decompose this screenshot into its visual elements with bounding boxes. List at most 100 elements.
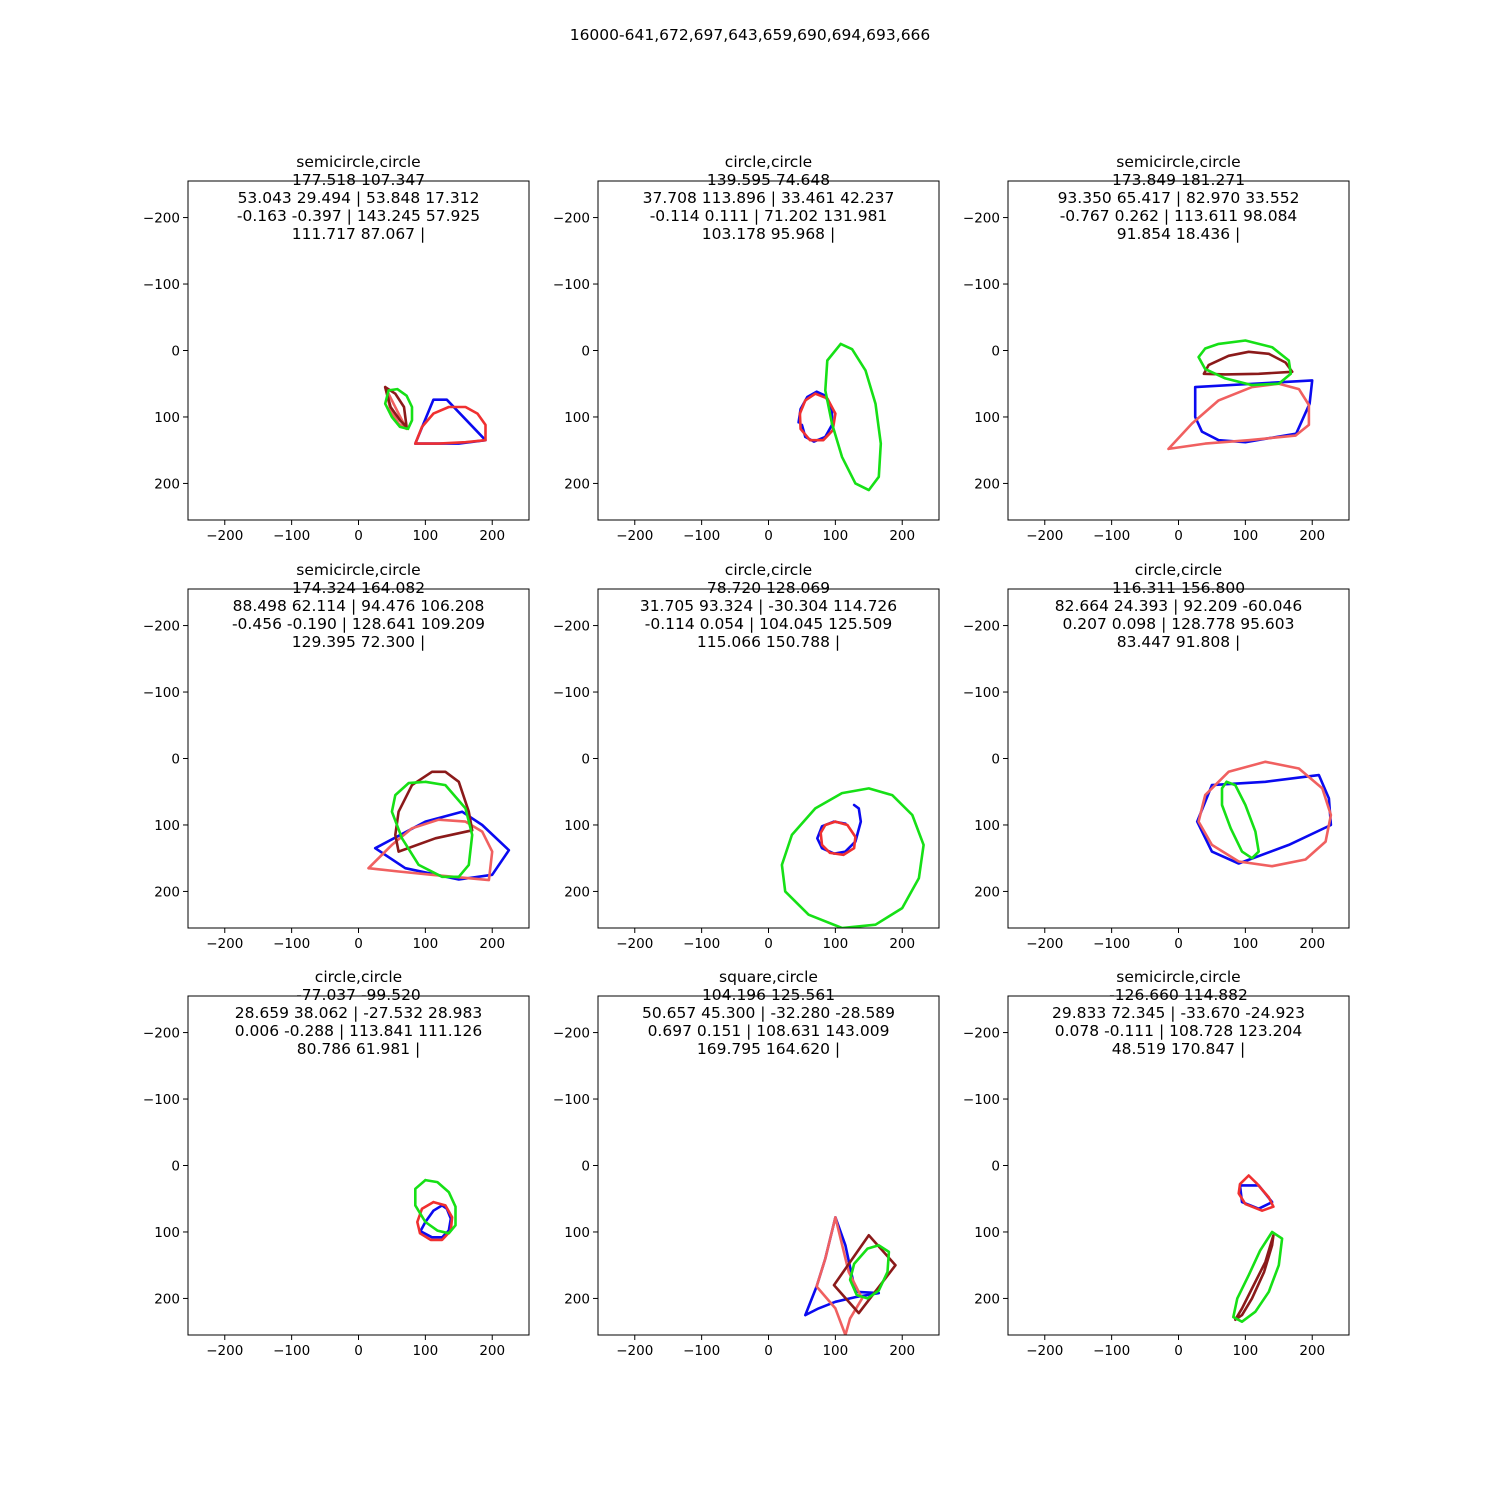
y-tick-label: 0 <box>581 752 590 768</box>
subplot-title-line: 83.447 91.808 | <box>1117 633 1241 651</box>
y-tick-label: 200 <box>154 476 180 492</box>
y-tick-label: 100 <box>974 1225 1000 1241</box>
x-tick-label: 100 <box>412 1343 438 1359</box>
subplot-title-line: semicircle,circle <box>296 153 420 171</box>
x-tick-label: 200 <box>1299 528 1325 544</box>
series-group <box>797 342 883 492</box>
y-tick-label: 200 <box>564 884 590 900</box>
x-tick-label: −100 <box>1093 1343 1130 1359</box>
subplot-title-line: 0.207 0.098 | 128.778 95.603 <box>1062 615 1294 633</box>
subplot-title-line: -126.660 114.882 <box>1109 986 1248 1004</box>
series-line-blue <box>1193 379 1314 444</box>
x-tick-label: 200 <box>479 528 505 544</box>
subplot-title-line: 173.849 181.271 <box>1112 171 1245 189</box>
series-line-green <box>1232 1230 1284 1323</box>
y-tick-label: 0 <box>171 752 180 768</box>
y-tick-label: −200 <box>143 619 180 635</box>
subplot-title-line: 48.519 170.847 | <box>1112 1040 1245 1058</box>
x-tick-label: 0 <box>354 1343 363 1359</box>
y-tick-label: 0 <box>171 344 180 360</box>
subplot-title-line: 28.659 38.062 | -27.532 28.983 <box>235 1004 482 1022</box>
y-tick-label: −200 <box>553 619 590 635</box>
y-tick-label: −200 <box>963 1026 1000 1042</box>
x-tick-label: 200 <box>479 936 505 952</box>
series-line-dark_red <box>1202 350 1294 376</box>
series-line-red_light <box>1167 382 1311 451</box>
y-tick-label: 100 <box>564 1225 590 1241</box>
x-tick-label: −200 <box>1026 936 1063 952</box>
series-line-red <box>798 392 837 442</box>
y-tick-label: 100 <box>974 410 1000 426</box>
subplot-title-line: 93.350 65.417 | 82.970 33.552 <box>1058 189 1300 207</box>
series-group <box>383 385 487 445</box>
series-line-green <box>780 787 925 928</box>
subplot-title-line: circle,circle <box>315 968 402 986</box>
x-tick-label: 0 <box>764 936 773 952</box>
subplot-title-line: 177.518 107.347 <box>292 171 425 189</box>
subplot-title-line: 0.006 -0.288 | 113.841 111.126 <box>235 1022 482 1040</box>
series-group <box>1167 339 1314 451</box>
subplot-title-line: 0.697 0.151 | 108.631 143.009 <box>648 1022 890 1040</box>
subplot-2: −200 −100 0 100 200 −200 −100 0 100 200 circle,cir… <box>553 153 940 544</box>
x-tick-label: 100 <box>412 528 438 544</box>
subplot-title-line: -0.767 0.262 | 113.611 98.084 <box>1060 207 1298 225</box>
x-tick-label: −200 <box>616 528 653 544</box>
y-tick-label: 100 <box>564 410 590 426</box>
x-tick-label: 200 <box>889 1343 915 1359</box>
subplot-title-line: circle,circle <box>725 153 812 171</box>
series-line-dark_red <box>383 385 408 429</box>
y-tick-label: 100 <box>154 1225 180 1241</box>
subplot-title-line: -0.456 -0.190 | 128.641 109.209 <box>232 615 485 633</box>
subplot-title-line: semicircle,circle <box>296 561 420 579</box>
x-tick-label: −100 <box>1093 936 1130 952</box>
y-tick-label: −100 <box>553 1092 590 1108</box>
y-tick-label: 0 <box>581 344 590 360</box>
x-tick-label: −200 <box>1026 528 1063 544</box>
y-tick-label: −200 <box>963 619 1000 635</box>
subplot-1: −200 −100 0 100 200 −200 −100 0 100 200 semicircle… <box>143 153 530 544</box>
x-tick-label: −200 <box>206 528 243 544</box>
y-tick-label: 200 <box>154 1291 180 1307</box>
series-line-green <box>413 1178 457 1235</box>
y-tick-label: 200 <box>154 884 180 900</box>
x-tick-label: −200 <box>1026 1343 1063 1359</box>
y-tick-label: 100 <box>154 818 180 834</box>
x-tick-label: −100 <box>273 528 310 544</box>
x-tick-label: −100 <box>273 1343 310 1359</box>
x-tick-label: −200 <box>616 936 653 952</box>
y-tick-label: −200 <box>553 1026 590 1042</box>
subplot-title-line: 139.595 74.648 <box>707 171 830 189</box>
y-tick-label: −200 <box>143 1026 180 1042</box>
series-line-red <box>415 1200 454 1242</box>
subplot-title-line: 129.395 72.300 | <box>292 633 425 651</box>
y-tick-label: 200 <box>974 1291 1000 1307</box>
subplot-title-line: 111.717 87.067 | <box>292 225 425 243</box>
x-tick-label: −200 <box>206 936 243 952</box>
y-tick-label: 100 <box>154 410 180 426</box>
series-line-red_light <box>367 818 494 882</box>
series-line-dark_red <box>832 1234 897 1315</box>
x-tick-label: 0 <box>764 1343 773 1359</box>
subplot-title-line: semicircle,circle <box>1116 153 1240 171</box>
series-line-red <box>413 405 487 445</box>
subplot-title-line: 80.786 61.981 | <box>297 1040 421 1058</box>
y-tick-label: 0 <box>991 752 1000 768</box>
series-group <box>1195 760 1333 868</box>
y-tick-label: −200 <box>553 211 590 227</box>
subplot-title-line: 31.705 93.324 | -30.304 114.726 <box>640 597 897 615</box>
x-tick-label: 0 <box>1174 936 1183 952</box>
subplot-title-line: -0.114 0.111 | 71.202 131.981 <box>650 207 888 225</box>
x-tick-label: −100 <box>683 936 720 952</box>
subplot-title-line: 37.708 113.896 | 33.461 42.237 <box>643 189 895 207</box>
subplot-title-line: circle,circle <box>1135 561 1222 579</box>
subplot-8: −200 −100 0 100 200 −200 −100 0 100 200 square,cir… <box>553 968 940 1359</box>
series-line-green <box>848 1244 891 1300</box>
series-line-green <box>823 342 883 492</box>
subplot-title-line: -77.037 -99.520 <box>296 986 421 1004</box>
series-line-dark_red <box>393 770 474 853</box>
y-tick-label: −100 <box>143 277 180 293</box>
subplot-title-line: 116.311 156.800 <box>1112 579 1245 597</box>
series-group <box>413 1178 457 1242</box>
subplot-5: −200 −100 0 100 200 −200 −100 0 100 200 circle,cir… <box>553 561 940 952</box>
x-tick-label: −200 <box>206 1343 243 1359</box>
